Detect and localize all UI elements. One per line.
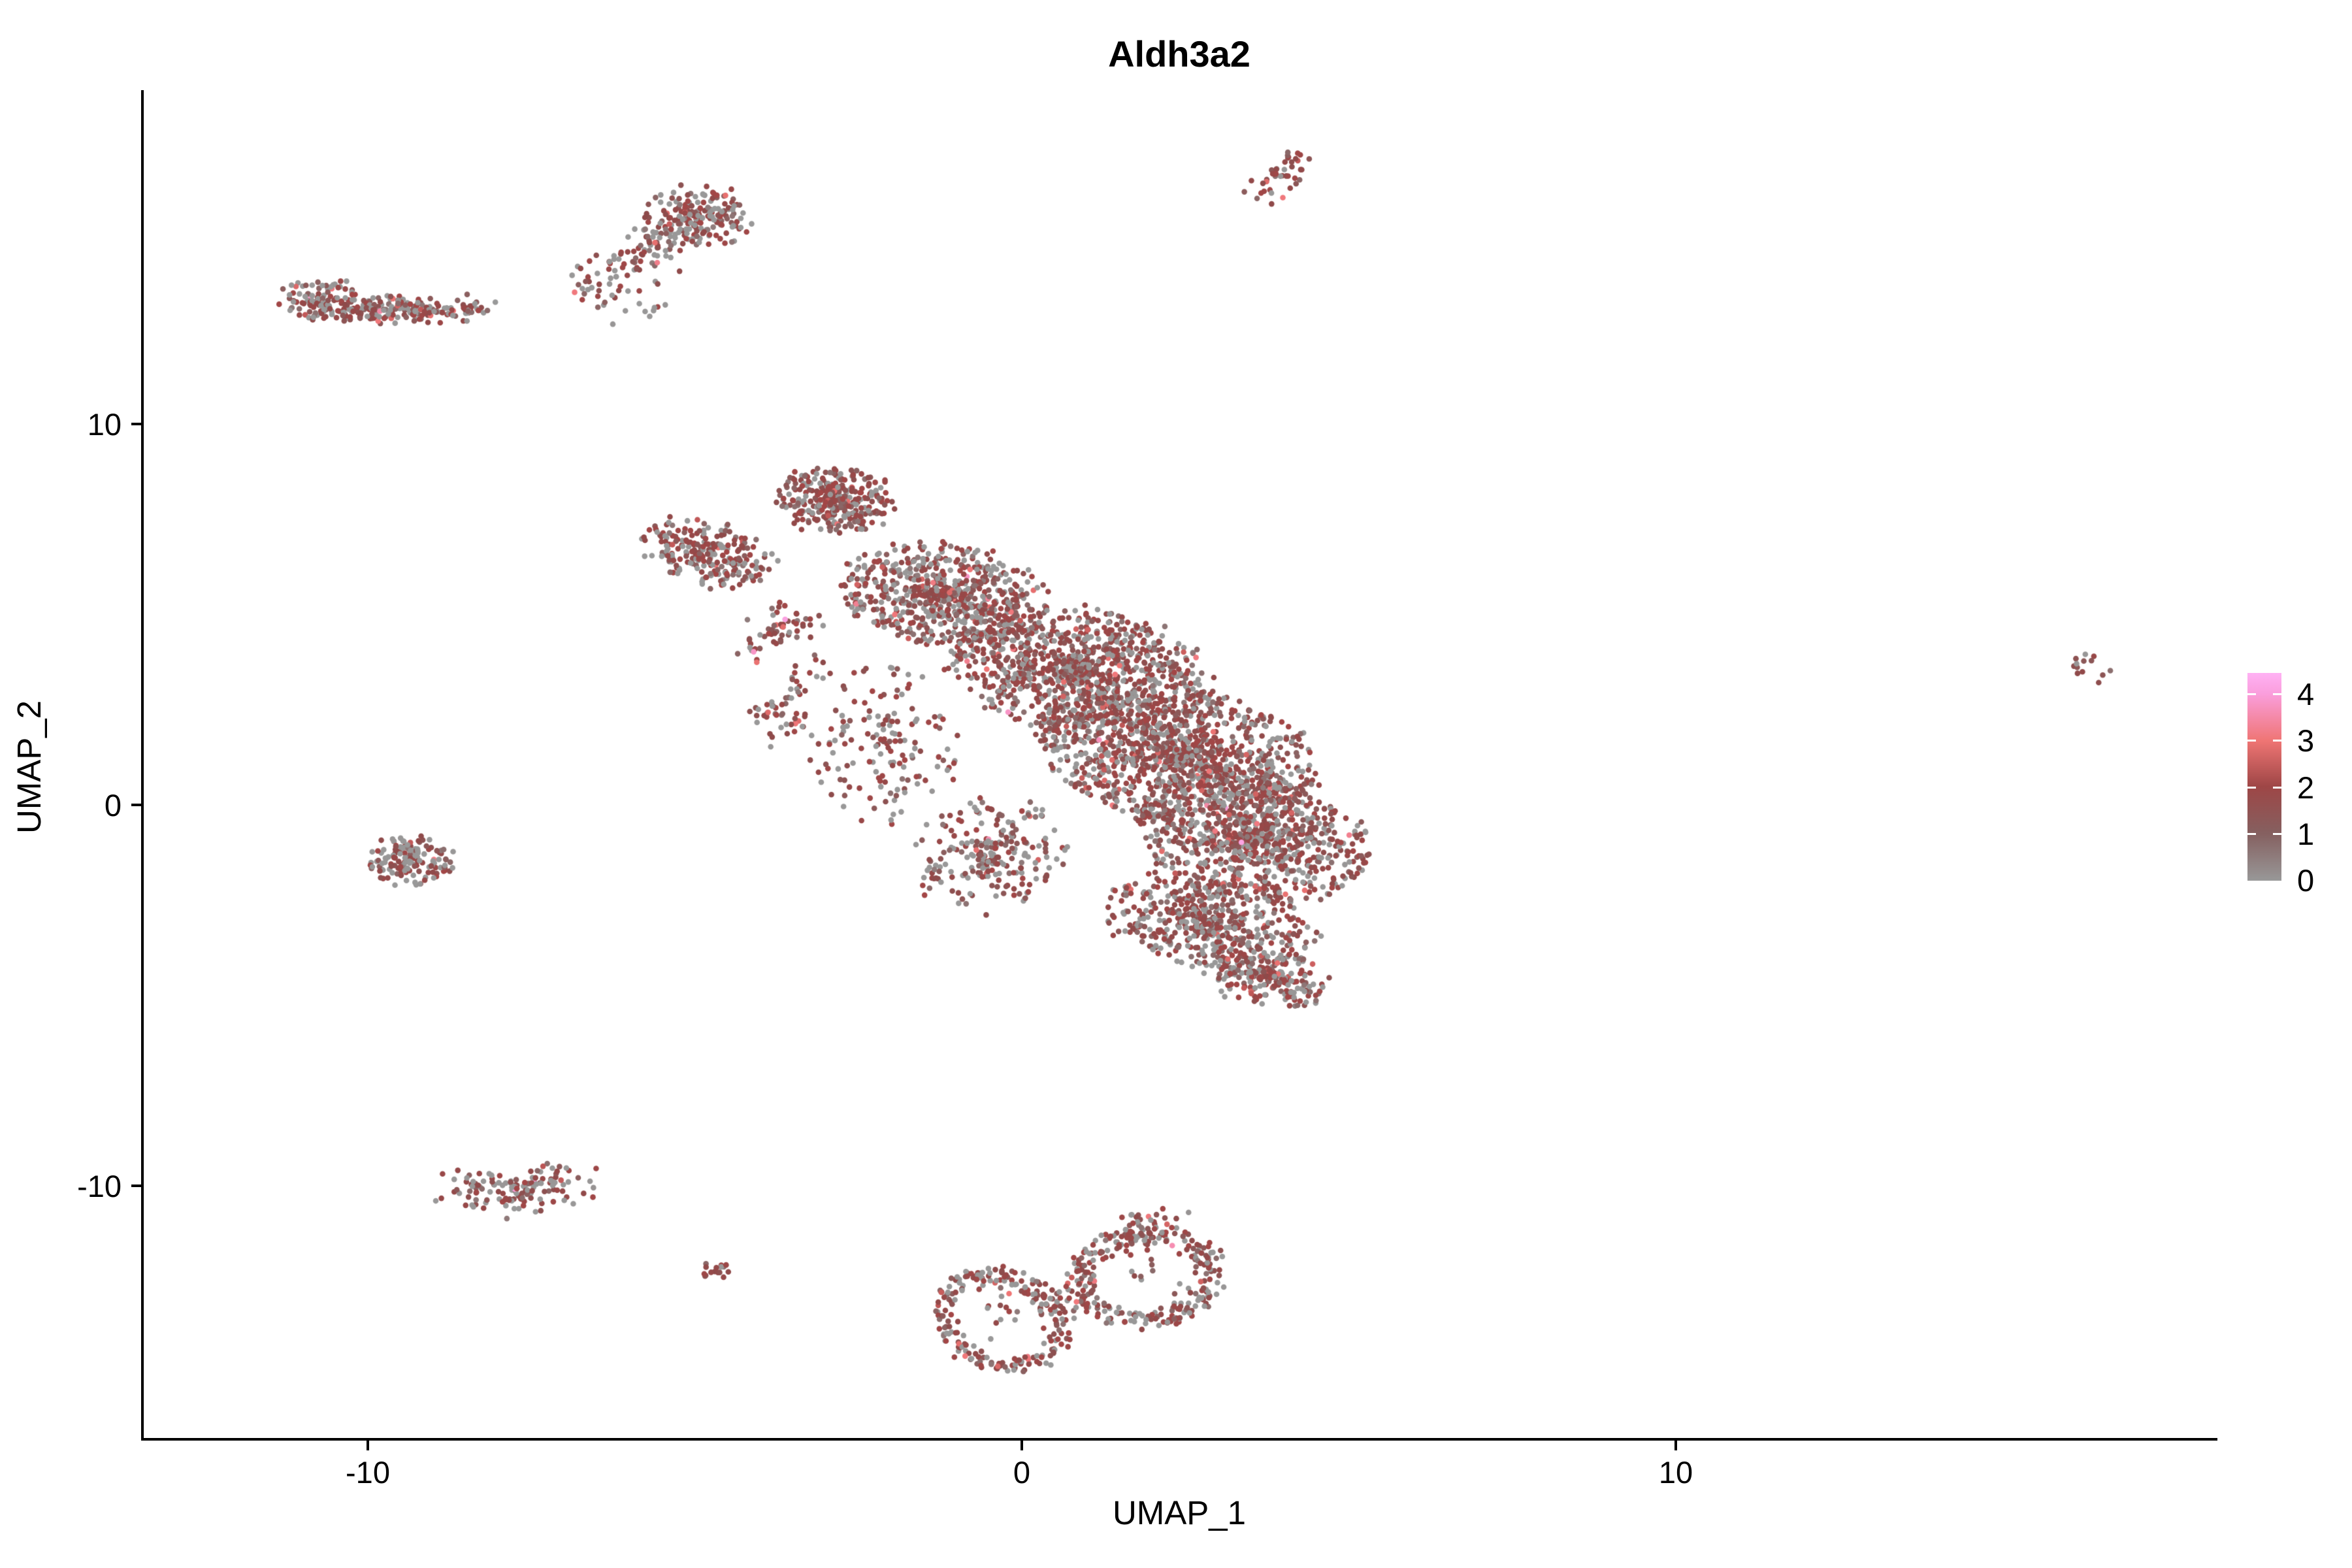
colorbar-tick-mark (2247, 740, 2256, 742)
x-tick-label: 0 (1013, 1455, 1031, 1490)
colorbar-tick-label: 3 (2297, 723, 2315, 759)
y-tick-mark (131, 423, 141, 425)
y-axis-label: UMAP_2 (10, 700, 48, 834)
x-axis-label: UMAP_1 (1112, 1494, 1247, 1531)
colorbar-tick-mark (2273, 786, 2281, 789)
colorbar-tick-label: 1 (2297, 816, 2315, 851)
x-tick-mark (1674, 1441, 1677, 1450)
y-tick-mark (131, 1184, 141, 1187)
colorbar-tick-mark (2247, 786, 2256, 789)
x-tick-mark (1021, 1441, 1023, 1450)
y-tick-mark (131, 804, 141, 806)
x-axis-line (141, 1438, 2217, 1441)
y-tick-label: 0 (104, 788, 122, 823)
y-tick-label: -10 (77, 1169, 122, 1203)
colorbar-tick-label: 2 (2297, 770, 2315, 805)
colorbar-tick-mark (2247, 693, 2256, 695)
x-tick-label: 10 (1658, 1455, 1693, 1490)
colorbar-tick-mark (2273, 740, 2281, 742)
colorbar-legend (2247, 673, 2281, 881)
colorbar-tick-label: 0 (2297, 863, 2315, 898)
colorbar-tick-mark (2273, 832, 2281, 835)
y-tick-label: 10 (87, 407, 122, 442)
colorbar-tick-mark (2273, 693, 2281, 695)
colorbar-gradient (2247, 673, 2281, 881)
colorbar-tick-mark (2247, 832, 2256, 835)
y-axis-line (141, 90, 144, 1441)
colorbar-tick-label: 4 (2297, 677, 2315, 711)
x-tick-label: -10 (346, 1455, 390, 1490)
x-tick-mark (367, 1441, 369, 1450)
